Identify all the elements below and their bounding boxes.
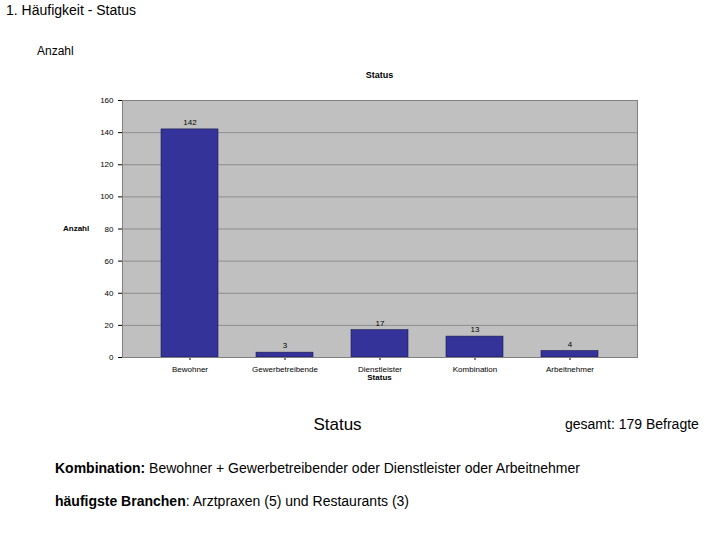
svg-text:13: 13: [471, 325, 480, 334]
svg-text:Arbeitnehmer: Arbeitnehmer: [546, 365, 594, 374]
svg-text:60: 60: [105, 257, 114, 266]
svg-text:40: 40: [105, 289, 114, 298]
svg-text:Bewohner: Bewohner: [172, 365, 208, 374]
svg-text:0: 0: [109, 353, 114, 362]
html-text:1. Häufigkeit - Status: 1. Häufigkeit - Status: [6, 2, 136, 18]
html-text:Anzahl: Anzahl: [63, 224, 90, 233]
html-text:Anzahl: Anzahl: [37, 44, 74, 58]
html-text:Status: Status: [367, 373, 392, 382]
html-text:häufigste Branchen: Arztpraxen: häufigste Branchen: Arztpraxen (5) und R…: [55, 493, 409, 509]
html-text:Kombination: Bewohner + Gewerb: Kombination: Bewohner + Gewerbetreibende…: [55, 460, 580, 476]
svg-text:80: 80: [105, 225, 114, 234]
svg-text:20: 20: [105, 321, 114, 330]
svg-text:Kombination: Kombination: [453, 365, 497, 374]
svg-text:Gewerbetreibende: Gewerbetreibende: [252, 365, 318, 374]
svg-text:3: 3: [283, 341, 288, 350]
html-text:Status: Status: [365, 70, 394, 80]
html-text:gesamt: 179 Befragte: gesamt: 179 Befragte: [565, 416, 699, 432]
svg-text:140: 140: [100, 128, 114, 137]
html-text:Status: Status: [313, 415, 362, 434]
svg-text:120: 120: [100, 160, 114, 169]
svg-text:160: 160: [100, 96, 114, 105]
svg-text:142: 142: [183, 118, 197, 127]
svg-text:100: 100: [100, 192, 114, 201]
svg-text:4: 4: [568, 340, 573, 349]
svg-text:17: 17: [376, 319, 385, 328]
svg-text:Dienstleister: Dienstleister: [358, 365, 402, 374]
